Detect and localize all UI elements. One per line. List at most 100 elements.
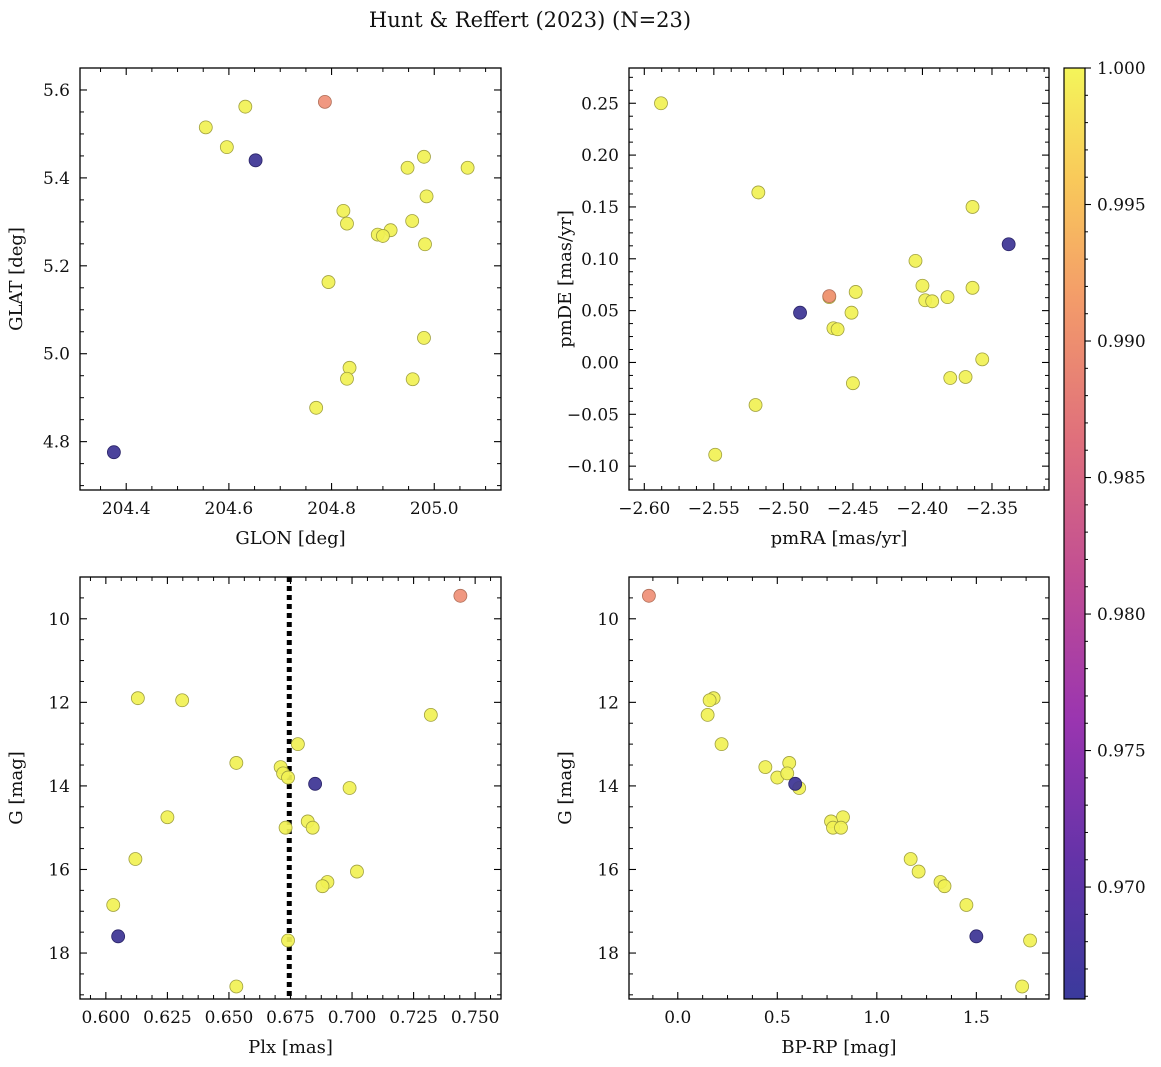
data-point (248, 153, 263, 168)
y-axis-label: GLAT [deg] (6, 227, 27, 331)
y-tick-label: −0.10 (567, 457, 619, 477)
x-tick-label: −2.45 (827, 499, 879, 519)
data-point (278, 820, 293, 835)
y-tick-label: 0.20 (581, 146, 619, 166)
data-point (453, 588, 468, 603)
colorbar-tick-label: 0.980 (1097, 605, 1146, 625)
data-point (943, 371, 958, 385)
data-point (417, 149, 431, 164)
x-tick-label: 1.0 (863, 1008, 890, 1028)
data-point (1015, 979, 1030, 994)
data-point (915, 278, 930, 293)
data-point (350, 864, 364, 879)
y-tick-label: 18 (597, 944, 619, 964)
y-tick-label: 4.8 (43, 433, 70, 453)
data-point (106, 898, 121, 912)
x-axis-label: GLON [deg] (235, 528, 345, 549)
data-point (1023, 933, 1037, 948)
data-point (702, 693, 717, 708)
data-point (460, 160, 475, 175)
panels: 204.4 204.6 204.8 205.0 4.8 5.0 5.2 5.4 5.6 GLON … (6, 67, 1050, 1058)
data-point (340, 216, 354, 231)
data-point (160, 810, 175, 825)
data-point (925, 294, 940, 309)
x-tick-label: 0.0 (664, 1008, 691, 1028)
data-point (830, 322, 845, 337)
x-tick-label: 1.5 (963, 1008, 990, 1028)
y-tick-label: 10 (597, 610, 619, 630)
x-tick-label: 205.0 (410, 499, 459, 519)
colorbar-tick-label: 0.970 (1097, 878, 1146, 898)
data-point (975, 352, 990, 367)
data-point (940, 290, 955, 305)
data-point (748, 398, 763, 412)
x-tick-label: 204.4 (102, 499, 151, 519)
y-axis-label: G [mag] (6, 751, 27, 824)
x-tick-label: 0.625 (143, 1008, 192, 1028)
data-point (405, 372, 420, 387)
y-axis-label: G [mag] (555, 751, 576, 824)
y-tick-label: 14 (48, 777, 70, 797)
y-tick-label: 5.4 (43, 169, 70, 189)
axes-frame (628, 67, 1050, 491)
y-tick-label: 0.05 (581, 302, 619, 322)
data-point (342, 781, 357, 795)
data-point (281, 770, 295, 785)
data-point (290, 737, 305, 752)
data-point (965, 200, 980, 214)
colorbar-fill (1063, 67, 1086, 1000)
y-tick-label: 0.00 (581, 353, 619, 373)
data-point (321, 275, 336, 289)
colorbar-tick-label: 0.990 (1097, 332, 1146, 352)
colorbar-tick-label: 1.000 (1097, 59, 1146, 79)
x-tick-label: 0.725 (389, 1008, 438, 1028)
x-tick-label: 0.600 (82, 1008, 131, 1028)
data-point (848, 285, 863, 299)
x-tick-label: 0.700 (328, 1008, 377, 1028)
colorbar-tick-label: 0.995 (1097, 196, 1146, 216)
x-axis-label: Plx [mas] (248, 1037, 333, 1058)
x-tick-label: 0.750 (451, 1008, 500, 1028)
data-point (780, 766, 795, 781)
x-tick-label: −2.55 (688, 499, 740, 519)
y-tick-label: 14 (597, 777, 619, 797)
x-axis-label: BP-RP [mag] (781, 1037, 896, 1058)
data-point (238, 99, 253, 114)
data-point (793, 305, 807, 320)
axes-frame (628, 576, 1050, 1000)
x-tick-label: 0.650 (205, 1008, 254, 1028)
y-tick-label: 0.10 (581, 250, 619, 270)
y-axis-label: pmDE [mas/yr] (555, 210, 576, 348)
data-point (700, 707, 715, 722)
data-point (229, 756, 244, 770)
x-tick-label: 0.675 (266, 1008, 315, 1028)
data-point (911, 864, 926, 879)
data-point (937, 879, 952, 894)
y-tick-label: 0.15 (581, 198, 619, 218)
data-point (758, 760, 773, 775)
data-point (846, 376, 860, 391)
x-tick-label: 204.6 (205, 499, 254, 519)
data-point (822, 289, 837, 304)
data-point (315, 879, 330, 894)
y-tick-label: 5.0 (43, 345, 70, 365)
y-tick-label: 10 (48, 610, 70, 630)
x-tick-label: −2.50 (757, 499, 809, 519)
data-point (908, 253, 923, 268)
x-axis-label: pmRA [mas/yr] (771, 528, 908, 549)
data-point (751, 185, 766, 200)
data-point (969, 929, 984, 944)
panel-glon_glat: 204.4 204.6 204.8 205.0 4.8 5.0 5.2 5.4 5.6 GLON … (6, 67, 502, 549)
axes-frame (79, 67, 502, 491)
data-point (308, 776, 323, 791)
data-point (417, 331, 431, 345)
x-tick-label: 204.8 (307, 499, 356, 519)
data-point (106, 445, 121, 460)
data-point (903, 852, 918, 866)
data-point (376, 229, 390, 243)
data-point (1001, 237, 1016, 252)
data-point (219, 140, 234, 155)
colorbar-tick-label: 0.985 (1097, 469, 1146, 489)
data-point (959, 898, 974, 912)
